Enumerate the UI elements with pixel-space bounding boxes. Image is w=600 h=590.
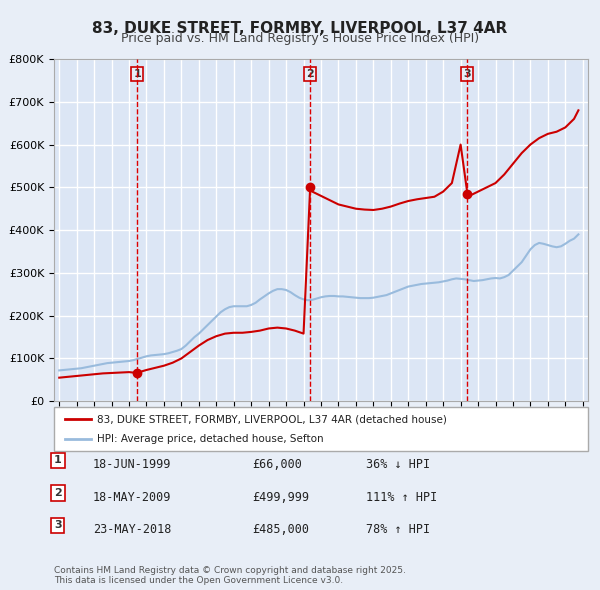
- Text: HPI: Average price, detached house, Sefton: HPI: Average price, detached house, Seft…: [97, 434, 323, 444]
- Text: 83, DUKE STREET, FORMBY, LIVERPOOL, L37 4AR: 83, DUKE STREET, FORMBY, LIVERPOOL, L37 …: [92, 21, 508, 35]
- Text: 18-MAY-2009: 18-MAY-2009: [93, 491, 172, 504]
- Text: 23-MAY-2018: 23-MAY-2018: [93, 523, 172, 536]
- Text: 2: 2: [54, 488, 62, 498]
- Text: Price paid vs. HM Land Registry's House Price Index (HPI): Price paid vs. HM Land Registry's House …: [121, 32, 479, 45]
- Text: 3: 3: [54, 520, 62, 530]
- Text: 18-JUN-1999: 18-JUN-1999: [93, 458, 172, 471]
- Text: £66,000: £66,000: [252, 458, 302, 471]
- Text: 83, DUKE STREET, FORMBY, LIVERPOOL, L37 4AR (detached house): 83, DUKE STREET, FORMBY, LIVERPOOL, L37 …: [97, 415, 446, 424]
- Text: Contains HM Land Registry data © Crown copyright and database right 2025.
This d: Contains HM Land Registry data © Crown c…: [54, 566, 406, 585]
- Text: 3: 3: [464, 69, 471, 79]
- Text: 36% ↓ HPI: 36% ↓ HPI: [366, 458, 430, 471]
- FancyBboxPatch shape: [54, 407, 588, 451]
- Text: 1: 1: [133, 69, 141, 79]
- Text: 2: 2: [307, 69, 314, 79]
- Text: 111% ↑ HPI: 111% ↑ HPI: [366, 491, 437, 504]
- Text: £485,000: £485,000: [252, 523, 309, 536]
- Text: 1: 1: [54, 455, 62, 466]
- Text: £499,999: £499,999: [252, 491, 309, 504]
- Text: 78% ↑ HPI: 78% ↑ HPI: [366, 523, 430, 536]
